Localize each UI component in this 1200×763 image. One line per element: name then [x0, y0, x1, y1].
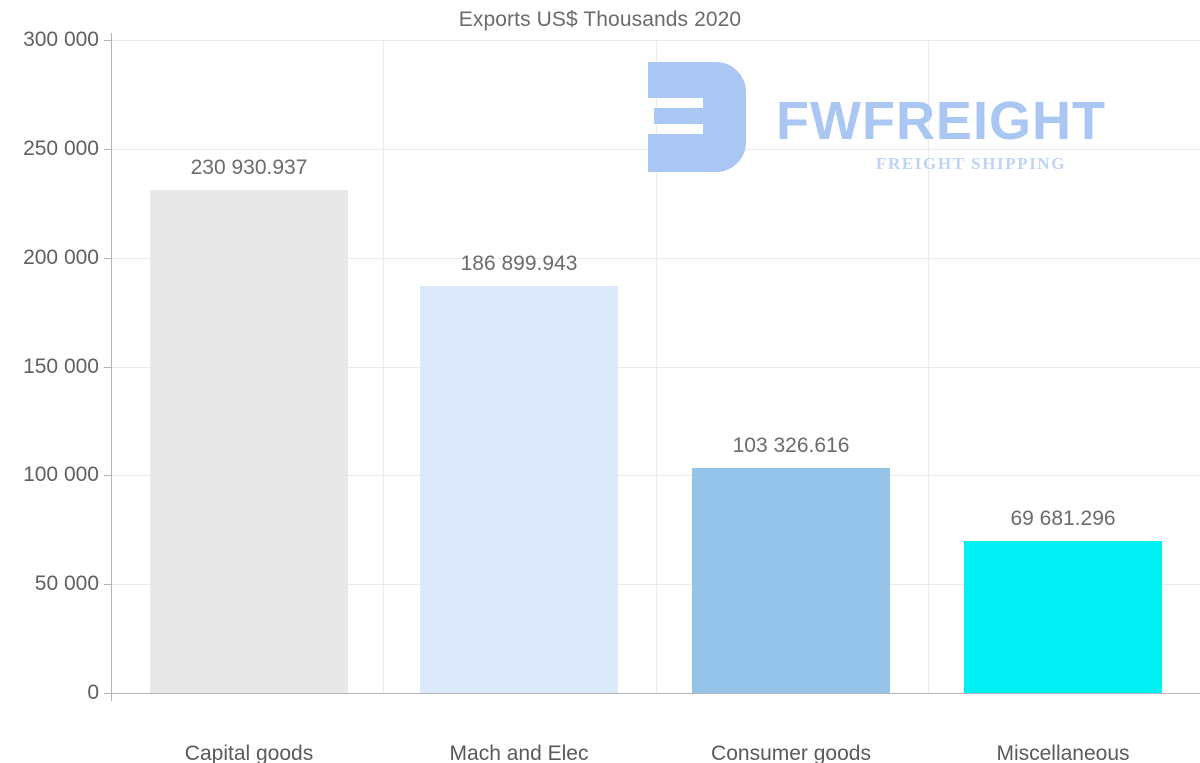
- y-axis-tick: [104, 584, 111, 586]
- gridline-vertical: [383, 40, 384, 693]
- y-axis-label: 250 000: [23, 136, 99, 160]
- bar[interactable]: [964, 541, 1162, 693]
- gridline-vertical: [656, 40, 657, 693]
- y-axis-tick: [104, 475, 111, 477]
- bar[interactable]: [420, 286, 618, 693]
- gridline-horizontal: [111, 584, 1200, 586]
- y-axis-tick: [104, 257, 111, 259]
- chart-title: Exports US$ Thousands 2020: [458, 8, 742, 31]
- bar-value-label: 69 681.296: [1010, 507, 1116, 531]
- y-axis-tick: [104, 40, 111, 41]
- y-axis-label: 50 000: [34, 572, 99, 596]
- y-axis-tick: [104, 148, 111, 150]
- bar-value-label: 186 899.943: [460, 252, 578, 276]
- x-axis-label: Mach and Elec: [449, 742, 589, 763]
- plot-area: 0 50 000 100 000 150 000 200 000 250 000 300 0…: [23, 28, 1200, 763]
- x-axis-label: Capital goods: [184, 742, 314, 763]
- gridline-horizontal: [111, 40, 1200, 41]
- bar-value-label: 103 326.616: [732, 434, 850, 458]
- y-axis-tick: [104, 366, 111, 368]
- y-axis-label: 150 000: [23, 354, 99, 378]
- x-axis-label: Miscellaneous: [996, 742, 1130, 763]
- y-axis-label: 0: [87, 681, 99, 704]
- y-axis-line: [111, 33, 112, 701]
- bar[interactable]: [692, 468, 890, 693]
- bar-value-label: 230 930.937: [190, 156, 308, 180]
- gridline-horizontal: [111, 257, 1200, 259]
- x-axis-label: Consumer goods: [711, 742, 871, 763]
- y-axis-label: 200 000: [23, 245, 99, 269]
- gridline-vertical: [928, 40, 929, 693]
- y-axis-label: 300 000: [23, 28, 99, 51]
- y-axis-label: 100 000: [23, 463, 99, 487]
- gridline-horizontal: [111, 475, 1200, 477]
- bar[interactable]: [150, 190, 348, 693]
- gridline-horizontal: [111, 366, 1200, 368]
- x-axis-line: [104, 693, 1200, 694]
